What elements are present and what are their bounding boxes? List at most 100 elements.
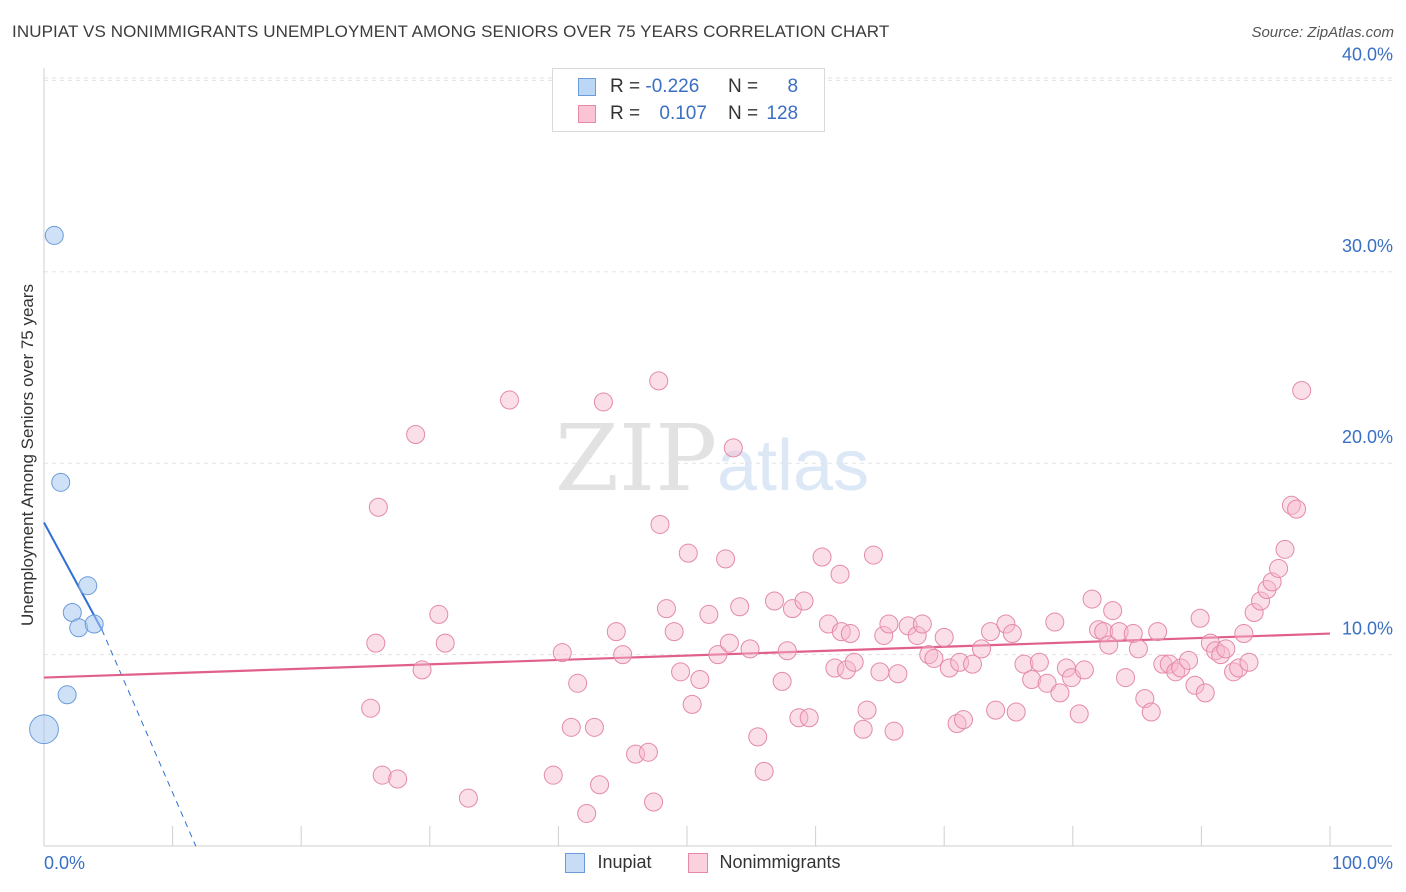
point-nonimmigrants	[754, 761, 774, 781]
point-nonimmigrants	[1109, 622, 1129, 642]
point-nonimmigrants	[1171, 658, 1191, 678]
point-nonimmigrants	[1148, 622, 1168, 642]
point-nonimmigrants	[543, 765, 563, 785]
watermark-atlas: atlas	[717, 426, 869, 506]
legend-row-nonimmigrants: R = 0.107 N = 128	[578, 102, 798, 126]
point-nonimmigrants	[606, 622, 626, 642]
point-nonimmigrants	[812, 547, 832, 567]
point-nonimmigrants	[962, 654, 982, 674]
point-nonimmigrants	[650, 514, 670, 534]
point-nonimmigrants	[1234, 624, 1254, 644]
point-inupiat	[84, 614, 104, 634]
point-nonimmigrants	[716, 549, 736, 569]
point-nonimmigrants	[879, 614, 899, 634]
point-nonimmigrants	[863, 545, 883, 565]
series-nonimmigrants	[361, 371, 1312, 823]
point-nonimmigrants	[939, 658, 959, 678]
point-nonimmigrants	[830, 564, 850, 584]
series-swatch-nonimmigrants	[687, 852, 708, 873]
point-nonimmigrants	[406, 424, 426, 444]
point-nonimmigrants	[1244, 602, 1264, 622]
point-nonimmigrants	[1029, 652, 1049, 672]
y-tick-label: 10.0%	[1342, 619, 1393, 639]
point-nonimmigrants	[1002, 624, 1022, 644]
point-nonimmigrants	[912, 614, 932, 634]
point-nonimmigrants	[1123, 624, 1143, 644]
point-nonimmigrants	[844, 652, 864, 672]
point-nonimmigrants	[764, 591, 784, 611]
point-inupiat	[78, 576, 98, 596]
point-nonimmigrants	[934, 627, 954, 647]
point-nonimmigrants	[953, 710, 973, 730]
point-nonimmigrants	[1269, 558, 1289, 578]
point-nonimmigrants	[772, 671, 792, 691]
point-nonimmigrants	[366, 633, 386, 653]
point-nonimmigrants	[794, 591, 814, 611]
point-nonimmigrants	[723, 438, 743, 458]
point-nonimmigrants	[730, 597, 750, 617]
point-nonimmigrants	[1103, 601, 1123, 621]
point-nonimmigrants	[1099, 635, 1119, 655]
point-nonimmigrants	[1211, 645, 1231, 665]
point-nonimmigrants	[1224, 662, 1244, 682]
point-nonimmigrants	[590, 775, 610, 795]
point-nonimmigrants	[840, 624, 860, 644]
point-nonimmigrants	[884, 721, 904, 741]
point-nonimmigrants	[996, 614, 1016, 634]
y-tick-label: 30.0%	[1342, 236, 1393, 256]
point-nonimmigrants	[500, 390, 520, 410]
x-tick-label: 100.0%	[1332, 853, 1393, 873]
point-inupiat	[57, 685, 77, 705]
point-nonimmigrants	[971, 639, 991, 659]
y-tick-label: 40.0%	[1342, 44, 1393, 64]
point-nonimmigrants	[561, 717, 581, 737]
point-nonimmigrants	[740, 639, 760, 659]
point-nonimmigrants	[568, 673, 588, 693]
legend-n-label: N =	[728, 103, 759, 124]
series-legend-nonimmigrants: Nonimmigrants	[687, 852, 841, 873]
point-nonimmigrants	[1116, 668, 1136, 688]
legend-n-value: 8	[787, 76, 799, 97]
point-nonimmigrants	[593, 392, 613, 412]
tick-labels: 10.0% 20.0% 30.0% 40.0% 0.0% 100.0%	[44, 44, 1393, 873]
point-nonimmigrants	[907, 625, 927, 645]
point-nonimmigrants	[1275, 539, 1295, 559]
point-nonimmigrants	[719, 633, 739, 653]
trend-lines	[43, 522, 1331, 847]
legend-r-value: 0.107	[659, 103, 707, 124]
legend-r-value: -0.226	[645, 76, 700, 97]
point-nonimmigrants	[1287, 499, 1307, 519]
series-label-nonimmigrants: Nonimmigrants	[719, 852, 841, 872]
point-nonimmigrants	[1069, 704, 1089, 724]
point-nonimmigrants	[1216, 639, 1236, 659]
point-nonimmigrants	[748, 727, 768, 747]
legend-row-inupiat: R = -0.226 N = 8	[578, 75, 798, 99]
point-nonimmigrants	[777, 641, 797, 661]
legend-swatch-inupiat	[578, 78, 596, 96]
point-nonimmigrants	[853, 719, 873, 739]
trend-line-nonimmigrants	[43, 632, 1331, 679]
point-nonimmigrants	[1050, 683, 1070, 703]
point-nonimmigrants	[1190, 608, 1210, 628]
grid-lines	[44, 77, 1392, 656]
series-legend-inupiat: Inupiat	[565, 852, 652, 873]
point-nonimmigrants	[1159, 654, 1179, 674]
point-nonimmigrants	[671, 662, 691, 682]
point-nonimmigrants	[789, 708, 809, 728]
point-nonimmigrants	[372, 765, 392, 785]
trend-line-inupiat-extension	[101, 629, 197, 847]
x-tick-label: 0.0%	[44, 853, 85, 873]
point-nonimmigrants	[1292, 380, 1312, 400]
series-swatch-inupiat	[565, 852, 586, 873]
trend-line-inupiat	[43, 522, 103, 631]
point-nonimmigrants	[1141, 702, 1161, 722]
point-nonimmigrants	[1195, 683, 1215, 703]
correlation-legend: R = -0.226 N = 8 R = 0.107 N = 128	[552, 68, 825, 132]
point-nonimmigrants	[644, 792, 664, 812]
point-inupiat	[29, 714, 59, 745]
point-nonimmigrants	[799, 708, 819, 728]
point-nonimmigrants	[1251, 591, 1271, 611]
point-nonimmigrants	[412, 660, 432, 680]
point-nonimmigrants	[782, 599, 802, 619]
